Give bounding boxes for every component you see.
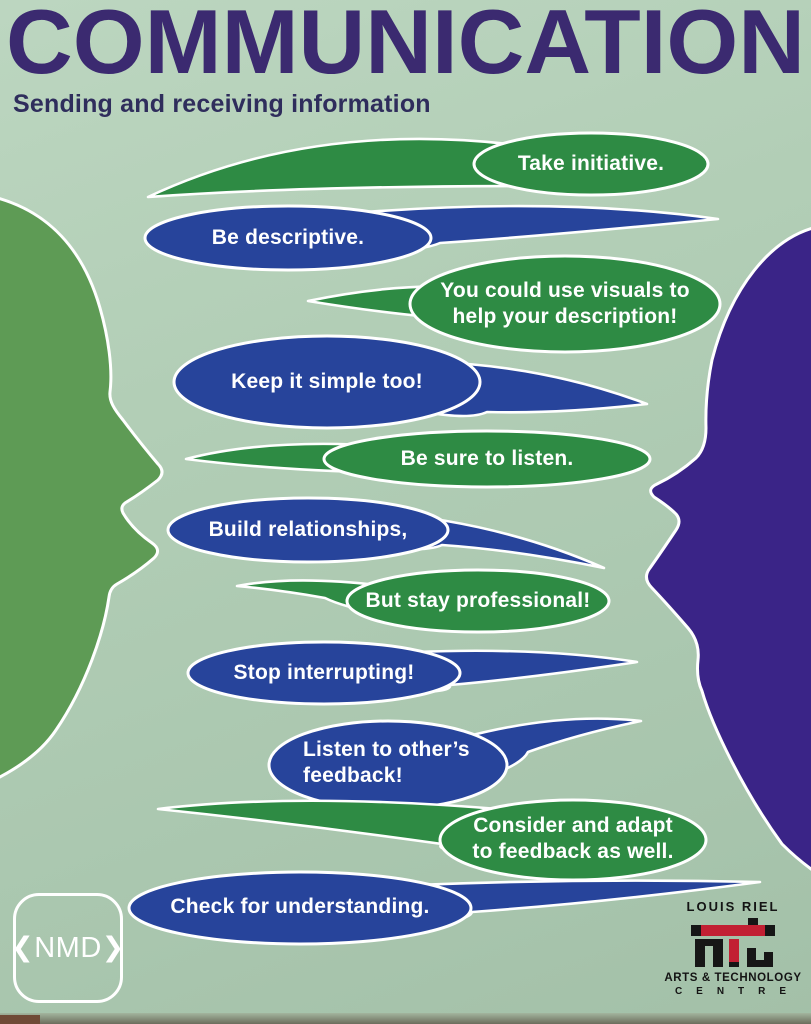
- bubble-line: But stay professional!: [365, 589, 591, 612]
- table-edge: [0, 1015, 40, 1024]
- bubble-line: Be descriptive.: [211, 226, 365, 249]
- bubble-tail: [423, 360, 649, 418]
- bubble-line: You could use visuals to: [440, 279, 690, 302]
- speech-bubble-build-relationships: [166, 496, 606, 570]
- speech-bubble-use-visuals: [306, 254, 722, 354]
- bubble-line: Take initiative.: [517, 152, 665, 175]
- bubble-line: to feedback as well.: [472, 840, 674, 863]
- bubble-line: Keep it simple too!: [231, 370, 423, 393]
- bubble-text-be-descriptive: Be descriptive.: [212, 225, 364, 251]
- bubble-text-stop-interrupting: Stop interrupting!: [234, 660, 415, 686]
- bubble-line: Consider and adapt: [473, 814, 673, 837]
- bubble-text-take-initiative: Take initiative.: [518, 151, 664, 177]
- bubble-ellipse: [172, 334, 482, 430]
- atc-monogram-icon: [691, 918, 775, 967]
- speech-bubble-listen-to-feedback: [267, 717, 643, 811]
- speech-bubble-keep-it-simple: [172, 334, 649, 430]
- speech-bubble-be-sure-to-listen: [184, 429, 652, 489]
- poster-title: COMMUNICATION: [6, 0, 805, 93]
- speech-bubble-check-understanding: [127, 870, 762, 946]
- bubble-ellipse: [186, 640, 462, 706]
- atc-dept-name: ARTS & TECHNOLOGY: [664, 972, 802, 984]
- atc-centre-label: CENTRE: [674, 986, 801, 997]
- bubble-line: Build relationships,: [208, 518, 408, 541]
- poster-bottom-edge: [0, 1013, 811, 1024]
- bubble-ellipse: [143, 204, 433, 272]
- bubble-text-keep-it-simple: Keep it simple too!: [231, 369, 423, 395]
- bubble-ellipse: [408, 254, 722, 354]
- bubble-ellipse: [166, 496, 450, 564]
- nmd-label: NMD: [34, 931, 102, 964]
- nmd-logo-text: ❮ NMD ❯: [11, 932, 125, 965]
- right-chevron-icon: ❯: [101, 931, 125, 962]
- bubble-ellipse: [472, 131, 710, 197]
- poster-subtitle: Sending and receiving information: [13, 90, 431, 118]
- speech-bubble-consider-feedback: [156, 798, 708, 882]
- bubble-line: Stop interrupting!: [233, 661, 415, 684]
- bubble-line: feedback!: [303, 764, 403, 787]
- speech-bubble-be-descriptive: [143, 204, 720, 272]
- speech-bubble-stop-interrupting: [186, 640, 639, 706]
- speech-bubble-take-initiative: [146, 131, 710, 199]
- bubble-ellipse: [345, 568, 611, 634]
- speech-bubble-stay-professional: [235, 568, 611, 634]
- atc-school-name: LOUIS RIEL: [686, 899, 780, 914]
- nmd-logo: ❮ NMD ❯: [11, 893, 125, 1003]
- bubble-ellipse: [127, 870, 473, 946]
- left-chevron-icon: ❮: [11, 931, 35, 962]
- bubble-text-check-understanding: Check for understanding.: [170, 894, 429, 920]
- bubble-ellipse: [322, 429, 652, 489]
- bubble-text-use-visuals: You could use visuals to help your descr…: [440, 278, 689, 330]
- bubble-line: Check for understanding.: [170, 895, 430, 918]
- bubble-text-stay-professional: But stay professional!: [366, 588, 591, 614]
- bubble-line: Listen to other’s: [303, 738, 470, 761]
- atc-logo-block: LOUIS RIEL ARTS & TECHNOLOGY CENTRE: [660, 899, 806, 997]
- bubble-text-listen-to-feedback: Listen to other’s feedback!: [303, 737, 470, 789]
- bubble-text-be-sure-to-listen: Be sure to listen.: [401, 446, 574, 472]
- bubble-line: Be sure to listen.: [400, 447, 574, 470]
- bubble-text-consider-feedback: Consider and adapt to feedback as well.: [472, 813, 673, 865]
- face-right-silhouette: [645, 227, 811, 871]
- bubble-text-build-relationships: Build relationships,: [209, 517, 408, 543]
- face-left-silhouette: [0, 197, 164, 779]
- bubble-line: help your description!: [452, 305, 678, 328]
